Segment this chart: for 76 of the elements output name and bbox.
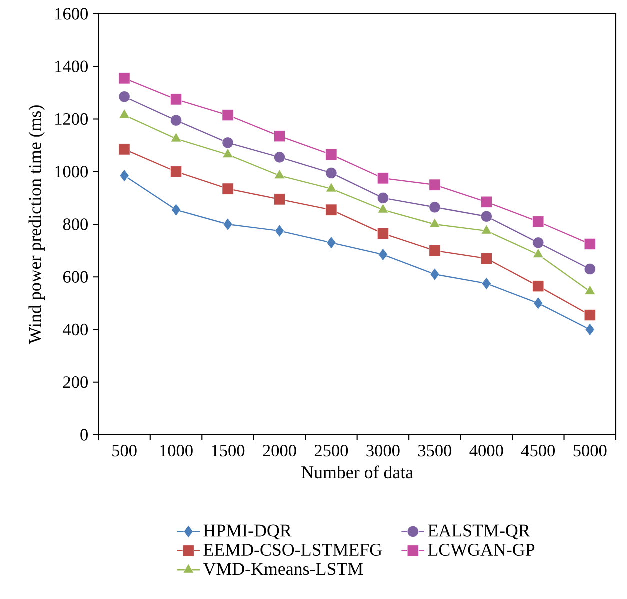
point bbox=[429, 179, 441, 191]
legend-label: EEMD-CSO-LSTMEFG bbox=[204, 544, 382, 556]
y-tick-label: 200 bbox=[63, 376, 88, 388]
x-tick-label: 3500 bbox=[418, 445, 452, 457]
x-tick-label: 1500 bbox=[212, 445, 245, 457]
point bbox=[482, 277, 492, 290]
point bbox=[377, 192, 389, 204]
point bbox=[119, 108, 130, 119]
point bbox=[222, 148, 234, 158]
point bbox=[326, 204, 338, 216]
point bbox=[378, 248, 388, 262]
point bbox=[274, 170, 286, 180]
point bbox=[480, 210, 492, 222]
point bbox=[584, 238, 596, 250]
y-tick-label: 400 bbox=[63, 324, 88, 336]
point bbox=[118, 144, 130, 156]
x-axis-title: Number of data bbox=[302, 466, 414, 479]
point bbox=[585, 323, 595, 336]
point bbox=[222, 110, 234, 122]
point bbox=[222, 137, 234, 149]
point bbox=[170, 94, 182, 106]
y-tick-label: 800 bbox=[63, 218, 88, 230]
point bbox=[274, 194, 286, 206]
x-tick-label: 4000 bbox=[470, 445, 504, 457]
point bbox=[274, 224, 285, 238]
point bbox=[274, 152, 286, 164]
x-tick-label: 2500 bbox=[314, 445, 348, 457]
y-tick-label: 0 bbox=[80, 429, 88, 441]
point bbox=[326, 236, 336, 250]
legend-label: VMD-Kmeans-LSTM bbox=[203, 563, 364, 576]
point bbox=[222, 183, 234, 195]
x-tick-label: 4500 bbox=[521, 445, 556, 457]
point bbox=[118, 72, 130, 84]
point bbox=[584, 285, 596, 295]
point bbox=[326, 182, 337, 192]
point bbox=[223, 218, 233, 231]
y-tick-label: 1000 bbox=[56, 166, 88, 178]
point bbox=[532, 216, 544, 228]
point bbox=[378, 204, 389, 214]
point bbox=[532, 248, 544, 258]
point bbox=[481, 224, 492, 234]
point bbox=[480, 252, 492, 264]
point bbox=[274, 130, 286, 142]
point bbox=[120, 170, 130, 182]
point bbox=[326, 167, 338, 179]
point bbox=[534, 297, 544, 310]
legend-label: HPMI-DQR bbox=[204, 524, 292, 540]
point bbox=[170, 166, 182, 178]
x-tick-label: 3000 bbox=[366, 445, 400, 457]
x-tick-label: 5000 bbox=[574, 445, 607, 457]
point bbox=[532, 280, 544, 292]
point bbox=[429, 245, 441, 257]
y-tick-label: 1600 bbox=[56, 8, 88, 20]
point bbox=[170, 114, 182, 126]
y-axis-title: Wind power prediction time (ms) bbox=[28, 106, 45, 344]
point bbox=[430, 268, 440, 281]
point bbox=[170, 132, 182, 142]
point bbox=[377, 172, 389, 184]
point bbox=[326, 148, 338, 161]
y-tick-label: 1200 bbox=[56, 113, 88, 126]
x-tick-label: 500 bbox=[112, 445, 137, 457]
y-tick-label: 1400 bbox=[56, 60, 88, 72]
point bbox=[584, 263, 596, 276]
y-tick-label: 600 bbox=[63, 271, 88, 283]
point bbox=[532, 237, 544, 249]
point bbox=[480, 196, 492, 208]
point bbox=[429, 218, 440, 228]
x-tick-label: 1000 bbox=[160, 445, 193, 457]
point bbox=[118, 91, 130, 103]
point bbox=[584, 310, 596, 322]
point bbox=[377, 228, 389, 240]
legend-label: EALSTM-QR bbox=[428, 524, 530, 540]
legend-label: LCWGAN-GP bbox=[428, 544, 535, 556]
x-tick-label: 2000 bbox=[263, 445, 296, 457]
point bbox=[429, 202, 441, 214]
point bbox=[171, 204, 182, 216]
